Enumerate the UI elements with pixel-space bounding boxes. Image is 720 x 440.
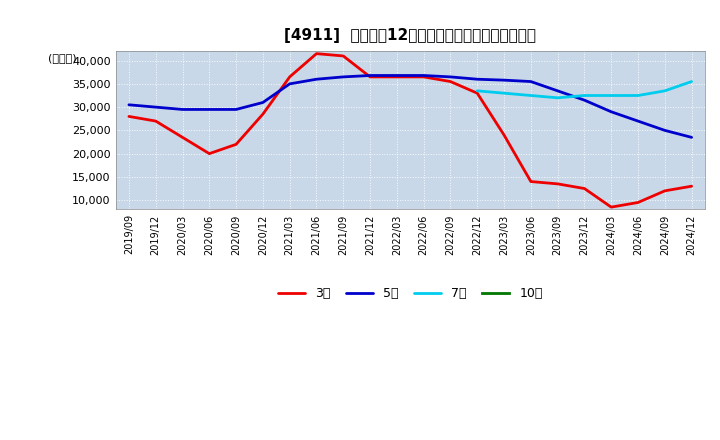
3年 (258, 111, 267, 117)
5年 (232, 107, 240, 112)
5年 (607, 109, 616, 114)
7年 (634, 93, 642, 98)
3年 (151, 118, 160, 124)
5年 (312, 77, 321, 82)
5年 (660, 128, 669, 133)
5年 (688, 135, 696, 140)
5年 (366, 73, 374, 78)
3年 (500, 132, 508, 138)
7年 (607, 93, 616, 98)
5年 (580, 98, 589, 103)
7年 (526, 93, 535, 98)
3年 (178, 135, 186, 140)
7年 (688, 79, 696, 84)
3年 (205, 151, 214, 156)
5年 (125, 102, 133, 107)
5年 (553, 88, 562, 93)
3年 (634, 200, 642, 205)
3年 (125, 114, 133, 119)
3年 (366, 74, 374, 80)
5年 (526, 79, 535, 84)
3年 (285, 74, 294, 80)
3年 (553, 181, 562, 187)
5年 (392, 73, 401, 78)
7年 (473, 88, 482, 93)
Legend: 3年, 5年, 7年, 10年: 3年, 5年, 7年, 10年 (273, 282, 548, 305)
3年 (607, 205, 616, 210)
5年 (285, 81, 294, 87)
Line: 5年: 5年 (129, 76, 692, 137)
3年 (473, 91, 482, 96)
5年 (500, 77, 508, 83)
5年 (205, 107, 214, 112)
3年 (232, 142, 240, 147)
3年 (580, 186, 589, 191)
5年 (446, 74, 455, 80)
5年 (151, 104, 160, 110)
3年 (526, 179, 535, 184)
Title: [4911]  経常利益12か月移動合計の標準偏差の推移: [4911] 経常利益12か月移動合計の標準偏差の推移 (284, 28, 536, 43)
7年 (580, 93, 589, 98)
7年 (553, 95, 562, 100)
5年 (258, 100, 267, 105)
5年 (473, 77, 482, 82)
3年 (688, 183, 696, 189)
3年 (419, 74, 428, 80)
Text: (百万円): (百万円) (48, 53, 77, 63)
7年 (500, 91, 508, 96)
Line: 3年: 3年 (129, 54, 692, 207)
5年 (634, 118, 642, 124)
3年 (312, 51, 321, 56)
3年 (392, 74, 401, 80)
3年 (660, 188, 669, 194)
3年 (446, 79, 455, 84)
7年 (660, 88, 669, 93)
Line: 7年: 7年 (477, 81, 692, 98)
5年 (339, 74, 348, 80)
5年 (419, 73, 428, 78)
3年 (339, 53, 348, 59)
5年 (178, 107, 186, 112)
